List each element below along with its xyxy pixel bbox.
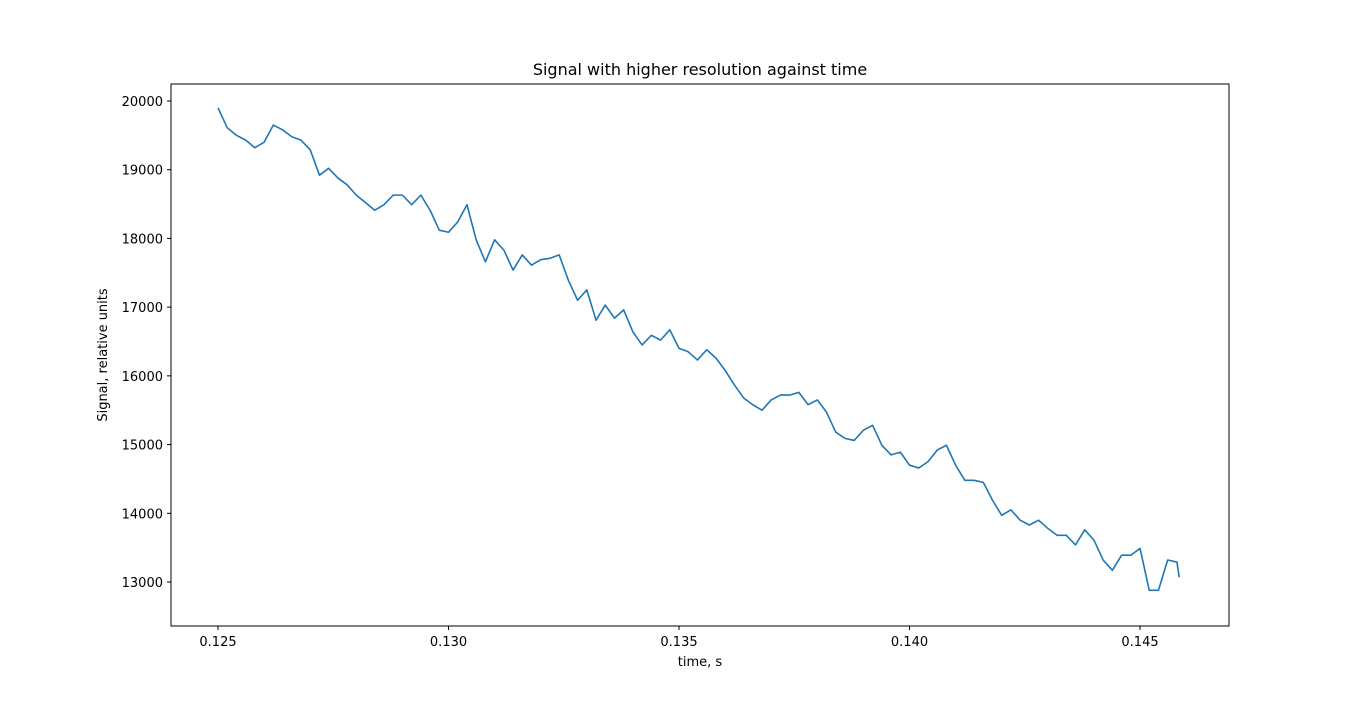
x-axis-label: time, s <box>678 655 723 670</box>
y-tick-label: 16000 <box>122 370 163 385</box>
y-axis-label: Signal, relative units <box>96 288 111 422</box>
y-tick-label: 15000 <box>122 439 163 454</box>
plot-frame <box>170 83 1230 627</box>
chart-title: Signal with higher resolution against ti… <box>533 60 867 79</box>
x-tick-label: 0.145 <box>1121 635 1158 650</box>
signal-line <box>217 107 1181 592</box>
y-tick-label: 20000 <box>122 95 163 110</box>
y-tick-label: 18000 <box>122 232 163 247</box>
y-tick-label: 17000 <box>122 301 163 316</box>
x-tick-label: 0.135 <box>660 635 697 650</box>
x-tick-label: 0.140 <box>891 635 928 650</box>
x-tick-label: 0.130 <box>430 635 467 650</box>
y-tick-label: 19000 <box>122 164 163 179</box>
x-tick-label: 0.125 <box>199 635 236 650</box>
y-tick-label: 13000 <box>122 576 163 591</box>
y-tick-label: 14000 <box>122 507 163 522</box>
